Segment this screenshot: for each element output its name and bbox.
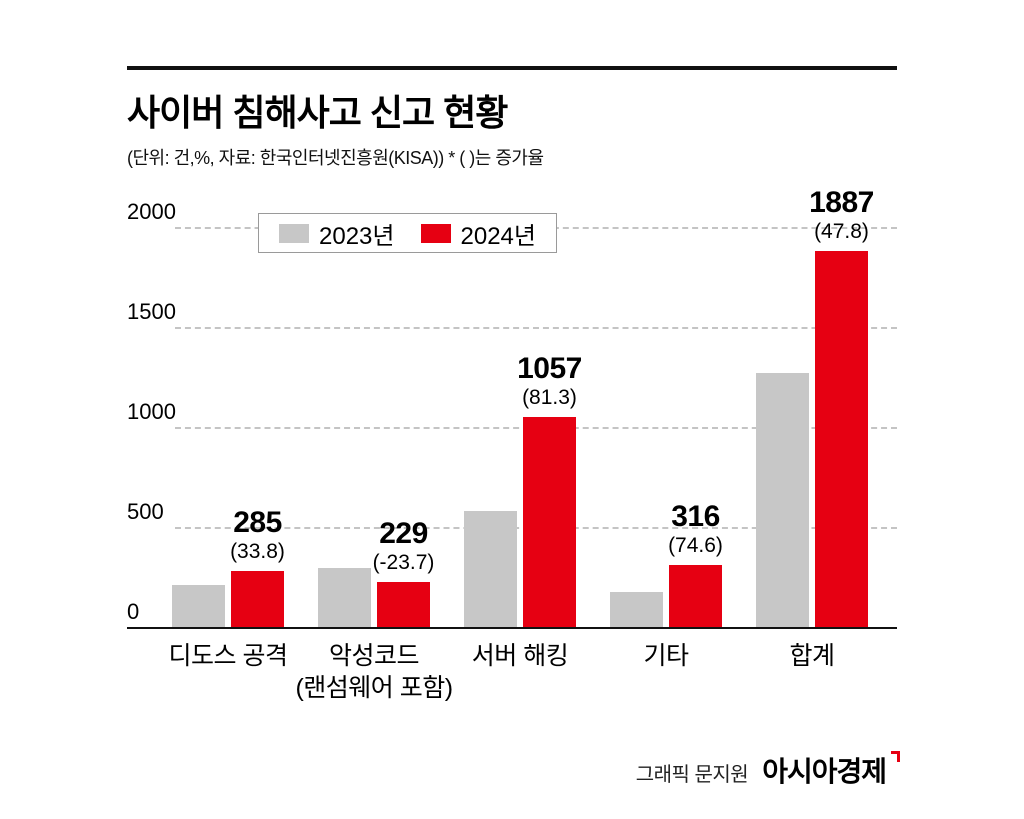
value-2024: 1887	[809, 185, 874, 219]
bar-group-3: 1057 (81.3)	[464, 228, 582, 628]
bar-2023	[464, 511, 517, 628]
y-tick-500: 500	[127, 499, 164, 524]
category-label-1: 디도스 공격	[168, 642, 288, 670]
legend-item-2023: 2023년	[279, 216, 395, 251]
footer: 그래픽 문지원 아시아경제	[636, 750, 900, 790]
x-axis-line	[127, 627, 897, 629]
y-tick-0: 0	[127, 599, 140, 624]
y-tick-1000: 1000	[127, 399, 176, 424]
value-2024: 316	[671, 499, 720, 533]
gridline-1500	[175, 327, 897, 329]
value-2024: 1057	[517, 351, 582, 385]
category-labels: 디도스 공격 악성코드 (랜섬웨어 포함) 서버 해킹 기타 합계	[127, 640, 897, 710]
bar-2024	[669, 564, 722, 628]
brand-logo: 아시아경제	[762, 750, 900, 790]
bar-2024	[231, 571, 284, 628]
growth-rate: (-23.7)	[372, 551, 435, 575]
page-title: 사이버 침해사고 신고 현황	[127, 92, 508, 133]
category-label-3: 서버 해킹	[471, 642, 569, 670]
y-tick-2000: 2000	[127, 199, 176, 224]
bar-2024	[377, 582, 430, 628]
growth-rate: (47.8)	[814, 219, 869, 243]
value-2024: 229	[379, 517, 428, 551]
value-label: 1057 (81.3)	[464, 352, 635, 411]
category-label-4: 기타	[643, 642, 689, 670]
top-rule	[127, 66, 897, 70]
bar-2023	[172, 585, 225, 628]
legend-swatch-2024-icon	[420, 223, 451, 243]
value-label: 1887 (47.8)	[756, 186, 927, 245]
bar-group-2: 229 (-23.7)	[318, 228, 434, 628]
bar-2024	[523, 416, 576, 628]
bar-2023	[610, 591, 663, 628]
value-label: 229 (-23.7)	[318, 517, 489, 576]
bar-group-4: 316 (74.6)	[610, 228, 723, 628]
legend: 2023년 2024년	[258, 213, 557, 253]
bar-chart: 0 500 1000 1500 2000 285 (33.8) 229 (-23.7) 1057…	[127, 186, 897, 629]
plot-area: 285 (33.8) 229 (-23.7) 1057 (81.3) 316 (74.6) 18…	[127, 186, 897, 628]
growth-rate: (74.6)	[668, 533, 723, 557]
bar-group-5: 1887 (47.8)	[756, 186, 874, 628]
legend-swatch-2023-icon	[279, 223, 310, 243]
growth-rate: (33.8)	[230, 540, 285, 563]
brand-logo-mark-icon	[891, 751, 900, 762]
brand-logo-text: 아시아경제	[762, 756, 887, 787]
bar-2023	[756, 372, 809, 628]
category-label-2: 악성코드 (랜섬웨어 포함)	[295, 642, 453, 702]
value-2024: 285	[233, 506, 282, 539]
chart-subtitle: (단위: 건,%, 자료: 한국인터넷진흥원(KISA)) * ( )는 증가율	[127, 148, 544, 168]
value-label: 285 (33.8)	[172, 506, 343, 565]
legend-label-2024: 2024년	[460, 222, 536, 250]
y-tick-1500: 1500	[127, 299, 176, 324]
bar-group-1: 285 (33.8)	[172, 228, 285, 628]
legend-label-2023: 2023년	[319, 222, 395, 250]
credit-text: 그래픽 문지원	[635, 764, 749, 786]
bar-2023	[318, 568, 371, 628]
category-label-5: 합계	[789, 642, 835, 670]
bar-2024	[815, 250, 868, 628]
legend-item-2024: 2024년	[420, 216, 536, 251]
value-label: 316 (74.6)	[610, 500, 781, 559]
growth-rate: (81.3)	[522, 385, 577, 409]
